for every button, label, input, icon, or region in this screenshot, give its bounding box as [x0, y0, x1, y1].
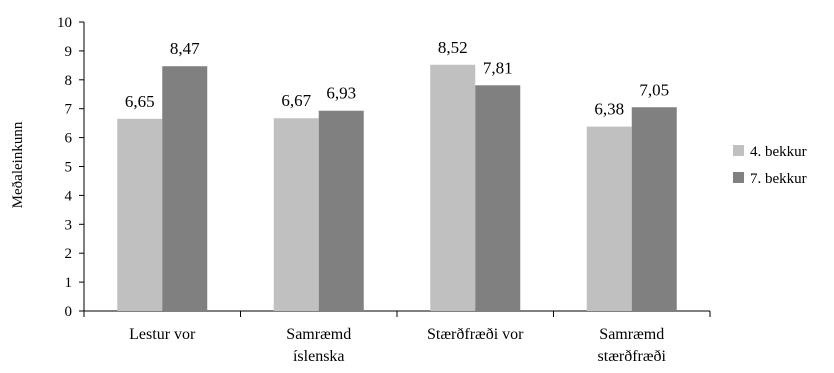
- y-tick-label: 8: [65, 73, 73, 89]
- bar-value-label: 8,47: [170, 39, 200, 58]
- y-tick-label: 2: [65, 246, 73, 262]
- bar-value-label: 7,81: [483, 58, 513, 77]
- legend-swatch: [733, 172, 744, 183]
- bar: [318, 110, 364, 312]
- x-category-label: Samræmd: [286, 326, 351, 343]
- legend-label: 4. bekkur: [750, 144, 807, 160]
- y-tick-label: 3: [65, 217, 73, 233]
- bar-value-label: 6,67: [281, 91, 311, 110]
- bar: [430, 64, 476, 311]
- bar: [273, 118, 319, 311]
- bar-value-label: 6,38: [594, 100, 624, 119]
- bars-group: [117, 64, 677, 312]
- x-category-label: Stærðfræði vor: [427, 326, 524, 343]
- y-tick-label: 6: [65, 131, 73, 147]
- y-tick-label: 4: [65, 188, 73, 204]
- bar-value-label: 7,05: [639, 80, 669, 99]
- x-category-label: Samræmd: [599, 326, 664, 343]
- bar-value-label: 8,52: [438, 38, 468, 57]
- data-labels: 6,65 8,47 6,67 6,93 8,52 7,81 6,38 7,05: [125, 38, 669, 119]
- y-tick-label: 1: [65, 275, 73, 291]
- y-axis-ticks: 0 1 2 3 4 5 6 7 8 9 10: [57, 15, 84, 320]
- x-category-label: íslenska: [293, 348, 345, 365]
- bar: [162, 66, 208, 311]
- x-axis-labels: Lestur vor Samræmd íslenska Stærðfræði vor S…: [129, 326, 666, 365]
- y-tick-label: 0: [65, 304, 73, 320]
- bar: [586, 126, 632, 311]
- legend: 4. bekkur 7. bekkur: [733, 144, 807, 187]
- x-category-label: stærðfræði: [598, 348, 667, 365]
- bar: [631, 107, 677, 311]
- bar-value-label: 6,65: [125, 92, 155, 111]
- bar: [475, 85, 521, 311]
- y-axis-title: Meðaleinkunn: [10, 121, 26, 208]
- x-category-label: Lestur vor: [129, 326, 196, 343]
- y-tick-label: 5: [65, 160, 73, 176]
- bar: [117, 118, 163, 311]
- y-tick-label: 10: [57, 15, 72, 31]
- y-tick-label: 7: [65, 102, 73, 118]
- y-tick-label: 9: [65, 44, 73, 60]
- bar-value-label: 6,93: [326, 84, 356, 103]
- legend-label: 7. bekkur: [750, 171, 807, 187]
- legend-swatch: [733, 145, 744, 156]
